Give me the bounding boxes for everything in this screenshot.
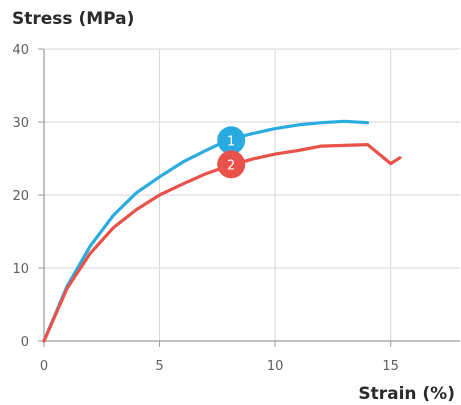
axes (38, 48, 460, 347)
series-markers: 12 (217, 126, 246, 179)
y-axis-title: Stress (MPa) (12, 9, 134, 29)
x-tick-label-15: 15 (382, 359, 399, 374)
y-tick-label-0: 0 (21, 335, 29, 350)
tick-labels: 0 10 20 30 40 0 5 10 15 (12, 43, 398, 374)
x-axis-title: Strain (%) (358, 384, 455, 404)
y-tick-label-10: 10 (12, 262, 29, 277)
x-tick-label-10: 10 (267, 359, 284, 374)
series-1-marker-label: 1 (227, 134, 235, 149)
series-2-marker (217, 150, 246, 179)
grid (44, 48, 460, 341)
series-2-marker-label: 2 (227, 158, 235, 173)
x-tick-label-0: 0 (40, 359, 48, 374)
y-tick-label-40: 40 (12, 43, 29, 58)
series-1-marker (217, 126, 246, 155)
x-tick-label-5: 5 (155, 359, 163, 374)
series-1-line (42, 119, 370, 343)
y-tick-label-20: 20 (12, 189, 29, 204)
y-tick-label-30: 30 (12, 116, 29, 131)
